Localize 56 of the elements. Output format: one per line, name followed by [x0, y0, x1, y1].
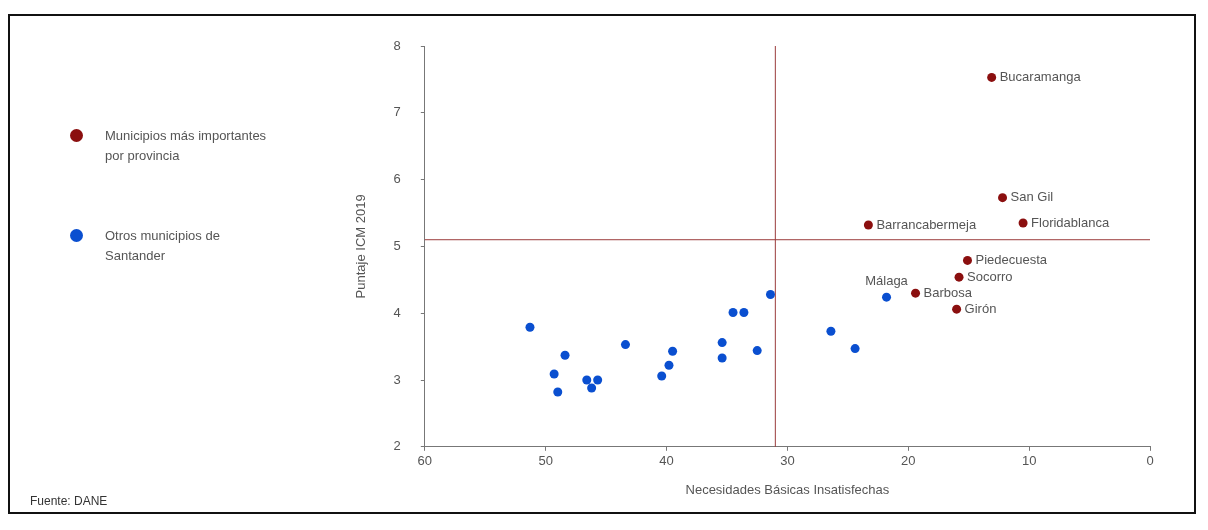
legend-label: Municipios más importantes por provincia — [105, 127, 268, 165]
point — [657, 371, 667, 381]
point — [668, 346, 678, 356]
point — [525, 322, 535, 332]
annotation: Piedecuesta — [975, 252, 1048, 268]
x-tick-label: 10 — [1021, 453, 1037, 469]
x-tick-label: 60 — [417, 453, 433, 469]
point — [664, 360, 674, 370]
point — [549, 369, 559, 379]
point — [952, 304, 962, 314]
annotation: Socorro — [967, 268, 1013, 284]
point — [582, 375, 592, 385]
point — [593, 375, 603, 385]
point — [560, 350, 570, 360]
annotation: San Gil — [1010, 189, 1054, 205]
legend-label: Otros municipios de Santander — [105, 227, 221, 265]
y-tick-label: 2 — [393, 438, 401, 454]
y-tick-label: 3 — [393, 371, 401, 387]
x-axis-title: Necesidades Básicas Insatisfechas — [685, 481, 890, 497]
y-tick-label: 6 — [393, 171, 401, 187]
y-tick-label: 7 — [393, 104, 401, 120]
annotation: Bucaramanga — [999, 68, 1082, 84]
point — [620, 340, 630, 350]
annotation: Málaga — [865, 272, 909, 288]
annotation: Barrancabermeja — [876, 216, 977, 232]
point — [911, 288, 921, 298]
point — [882, 292, 892, 302]
point — [963, 255, 972, 265]
point — [553, 387, 563, 397]
point — [863, 220, 873, 230]
point — [954, 272, 964, 282]
point — [987, 72, 997, 82]
point — [752, 346, 762, 356]
point — [728, 308, 738, 318]
x-tick-label: 40 — [659, 453, 674, 469]
source-note: Fuente: DANE — [30, 494, 108, 508]
x-tick-label: 50 — [538, 453, 553, 469]
point — [717, 353, 727, 363]
point — [1018, 218, 1028, 228]
point — [587, 383, 597, 393]
x-tick-label: 0 — [1146, 453, 1154, 469]
annotation: Girón — [964, 300, 997, 316]
point — [998, 193, 1008, 203]
point — [717, 338, 727, 348]
point — [826, 326, 836, 336]
x-tick-label: 30 — [780, 453, 795, 469]
annotation: Floridablanca — [1031, 214, 1110, 230]
annotation: Barbosa — [923, 284, 973, 300]
y-tick-label: 8 — [393, 37, 401, 53]
y-tick-label: 4 — [393, 304, 401, 320]
point — [765, 290, 775, 299]
y-tick-label: 5 — [393, 237, 401, 253]
point — [739, 308, 749, 318]
x-tick-label: 20 — [901, 453, 916, 469]
y-axis-title: Puntaje ICM 2019 — [353, 194, 369, 299]
point — [850, 344, 860, 354]
